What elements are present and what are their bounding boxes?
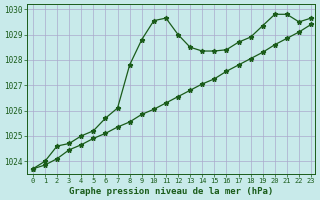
X-axis label: Graphe pression niveau de la mer (hPa): Graphe pression niveau de la mer (hPa) (69, 187, 273, 196)
